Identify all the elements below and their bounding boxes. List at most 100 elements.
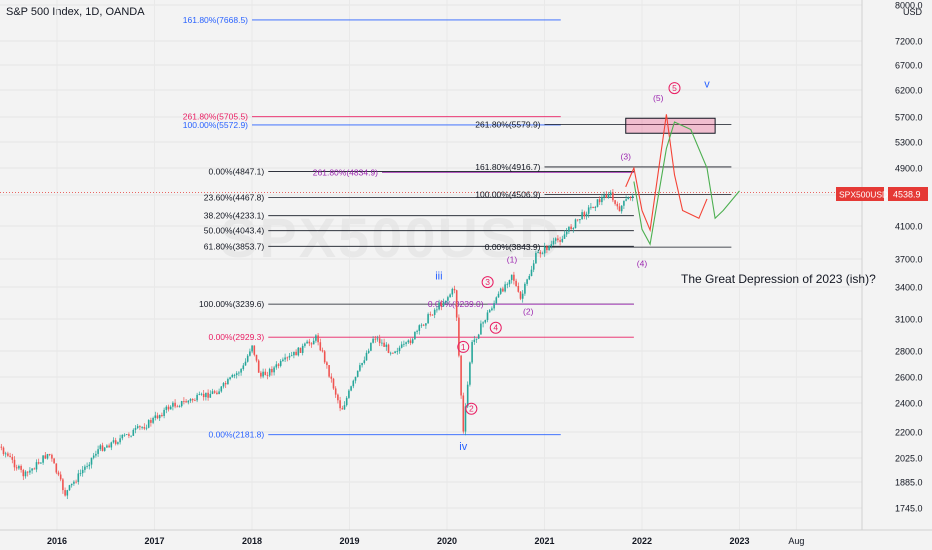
candle-body bbox=[262, 371, 264, 377]
candle-body bbox=[275, 364, 278, 368]
currency-label: USD bbox=[903, 7, 923, 17]
candle-body bbox=[97, 449, 99, 454]
candle-body bbox=[0, 446, 3, 448]
candle-body bbox=[499, 288, 502, 294]
candle-body bbox=[620, 205, 623, 212]
candle-body bbox=[57, 472, 60, 475]
candle-body bbox=[323, 351, 326, 363]
candle-body bbox=[460, 355, 462, 396]
candle-body bbox=[77, 473, 80, 482]
candle-body bbox=[306, 341, 308, 344]
candle-body bbox=[79, 473, 82, 474]
candle-body bbox=[583, 212, 586, 217]
candle-body bbox=[213, 391, 216, 393]
candle-body bbox=[528, 275, 531, 280]
candle-body bbox=[24, 471, 27, 477]
candle-body bbox=[295, 351, 297, 356]
wave-label-circle bbox=[489, 321, 502, 334]
fib-level-label: 0.00%(3843.9) bbox=[485, 242, 541, 252]
candle-body bbox=[147, 420, 150, 428]
candle-body bbox=[515, 280, 517, 287]
candle-body bbox=[141, 427, 143, 428]
candle-body bbox=[466, 384, 469, 407]
candle-body bbox=[33, 468, 36, 470]
candle-body bbox=[53, 458, 55, 464]
candle-body bbox=[161, 415, 163, 416]
candle-body bbox=[297, 347, 300, 356]
candle-body bbox=[343, 405, 346, 410]
candle-body bbox=[394, 351, 396, 354]
candle-body bbox=[603, 195, 605, 198]
candle-body bbox=[319, 342, 322, 351]
candle-body bbox=[471, 341, 473, 363]
candle-body bbox=[332, 378, 335, 389]
candle-body bbox=[352, 380, 355, 387]
x-tick-label: 2016 bbox=[47, 536, 67, 546]
candle-body bbox=[40, 462, 42, 464]
candle-body bbox=[9, 455, 11, 457]
candle-body bbox=[273, 367, 275, 373]
candle-body bbox=[235, 373, 238, 375]
candle-body bbox=[464, 406, 467, 432]
candle-body bbox=[315, 335, 317, 341]
candle-body bbox=[370, 342, 372, 351]
wave-label: iv bbox=[459, 441, 467, 453]
candle-body bbox=[46, 454, 49, 459]
candle-body bbox=[458, 317, 460, 356]
candle-body bbox=[207, 392, 209, 398]
candle-body bbox=[429, 314, 432, 315]
candle-body bbox=[455, 290, 458, 318]
candle-body bbox=[37, 462, 40, 464]
candle-body bbox=[469, 362, 471, 385]
candle-body bbox=[18, 465, 20, 469]
y-tick-label: 5300.0 bbox=[895, 138, 923, 148]
fib-level-label: 100.00%(4506.9) bbox=[475, 190, 540, 200]
candle-body bbox=[519, 291, 522, 299]
y-tick-label: 1745.0 bbox=[895, 504, 923, 514]
candle-body bbox=[150, 420, 152, 423]
candle-body bbox=[537, 252, 539, 253]
candle-body bbox=[400, 344, 403, 348]
candle-body bbox=[444, 300, 447, 303]
candle-body bbox=[559, 240, 561, 242]
candle-body bbox=[200, 393, 203, 395]
candle-body bbox=[271, 368, 273, 373]
candle-body bbox=[90, 457, 93, 465]
candle-body bbox=[4, 453, 7, 455]
candle-body bbox=[202, 393, 205, 398]
candle-body bbox=[62, 479, 64, 491]
candle-body bbox=[174, 402, 176, 407]
candle-body bbox=[431, 314, 434, 316]
candle-body bbox=[88, 464, 91, 467]
candle-body bbox=[13, 459, 16, 468]
y-tick-label: 4100.0 bbox=[895, 222, 923, 232]
candle-body bbox=[365, 352, 368, 361]
candle-body bbox=[48, 454, 51, 455]
candle-body bbox=[447, 297, 449, 301]
candle-body bbox=[376, 338, 379, 340]
candle-body bbox=[480, 323, 482, 335]
candle-body bbox=[579, 219, 581, 221]
candle-body bbox=[339, 400, 341, 409]
candle-body bbox=[242, 365, 245, 370]
wave-label: v bbox=[704, 79, 710, 91]
candle-body bbox=[299, 347, 302, 353]
candle-body bbox=[598, 199, 601, 203]
candle-body bbox=[616, 203, 619, 207]
candle-body bbox=[548, 245, 550, 251]
candle-body bbox=[99, 445, 102, 450]
candle-body bbox=[502, 288, 504, 292]
wave-label: (3) bbox=[621, 152, 632, 162]
candle-body bbox=[403, 343, 405, 345]
fib-level-label: 161.80%(4916.7) bbox=[475, 162, 540, 172]
wave-label-circle bbox=[481, 276, 494, 289]
candle-body bbox=[167, 406, 170, 410]
candle-body bbox=[119, 438, 121, 443]
candle-body bbox=[629, 197, 632, 198]
candle-body bbox=[249, 351, 251, 356]
candle-body bbox=[563, 234, 566, 239]
candle-body bbox=[337, 394, 339, 401]
candle-body bbox=[411, 339, 414, 344]
